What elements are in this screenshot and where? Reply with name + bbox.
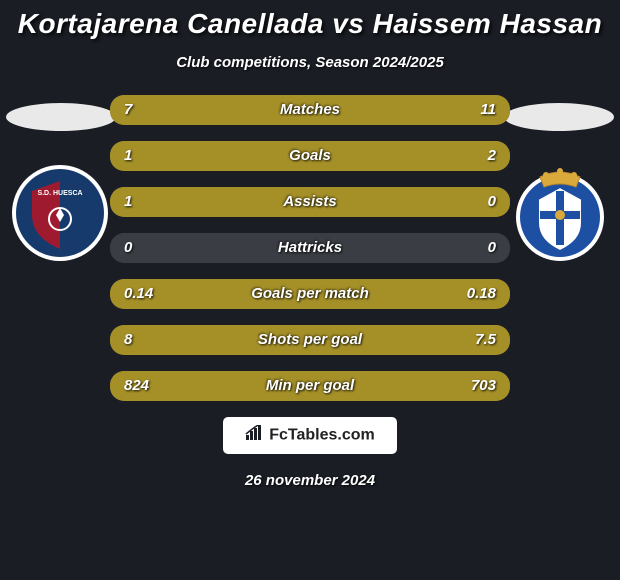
stat-bars: 711Matches 12Goals 10Assists 00Hattricks 0.1… <box>110 95 510 401</box>
page-title: Kortajarena Canellada vs Haissem Hassan <box>0 8 620 40</box>
player-photo-placeholder-right <box>504 103 614 131</box>
header: Kortajarena Canellada vs Haissem Hassan … <box>0 0 620 71</box>
stat-bar: 10Assists <box>110 187 510 217</box>
player-photo-placeholder-left <box>6 103 116 131</box>
shield-icon <box>510 163 610 263</box>
brand-badge: FcTables.com <box>223 417 397 454</box>
footer: FcTables.com 26 november 2024 <box>0 417 620 489</box>
stat-label: Hattricks <box>110 233 510 263</box>
stat-label: Assists <box>110 187 510 217</box>
page-subtitle: Club competitions, Season 2024/2025 <box>0 54 620 71</box>
club-crest-left: S.D. HUESCA <box>10 163 110 263</box>
comparison-panel: S.D. HUESCA 711Matches 12Goals 10Assists 00… <box>0 95 620 401</box>
stat-bar: 00Hattricks <box>110 233 510 263</box>
svg-text:S.D. HUESCA: S.D. HUESCA <box>37 190 82 197</box>
stat-label: Min per goal <box>110 371 510 401</box>
brand-name: FcTables.com <box>269 427 375 444</box>
stat-bar: 824703Min per goal <box>110 371 510 401</box>
date-label: 26 november 2024 <box>0 472 620 489</box>
stat-bar: 711Matches <box>110 95 510 125</box>
stat-label: Matches <box>110 95 510 125</box>
stat-bar: 0.140.18Goals per match <box>110 279 510 309</box>
chart-icon <box>245 425 263 446</box>
stat-bar: 87.5Shots per goal <box>110 325 510 355</box>
club-crest-right <box>510 163 610 263</box>
stat-label: Shots per goal <box>110 325 510 355</box>
stat-label: Goals per match <box>110 279 510 309</box>
stat-label: Goals <box>110 141 510 171</box>
stat-bar: 12Goals <box>110 141 510 171</box>
shield-icon: S.D. HUESCA <box>10 163 110 263</box>
